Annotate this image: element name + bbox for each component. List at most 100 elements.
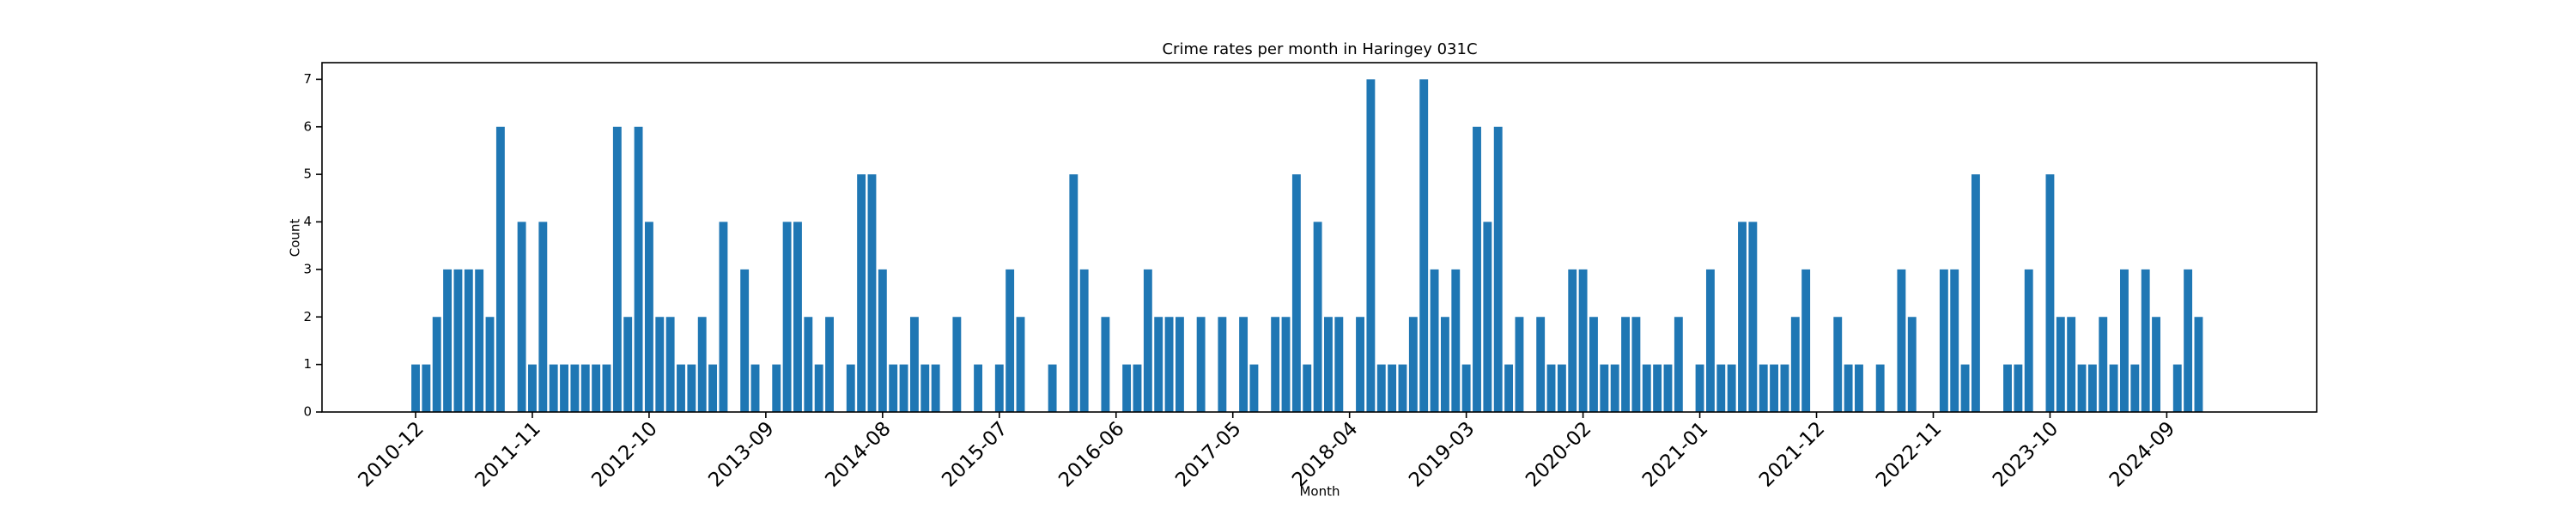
x-tick-label: 2023-10 [1989, 417, 2063, 491]
x-tick-label: 2021-01 [1638, 417, 1712, 491]
bar [1897, 269, 1906, 412]
bar [1695, 364, 1704, 412]
bar [1143, 269, 1152, 412]
bar [1568, 269, 1577, 412]
bar [1196, 317, 1206, 412]
bar [1950, 269, 1959, 412]
bar [740, 269, 750, 412]
y-axis-label: Count [288, 219, 303, 258]
x-tick-label: 2012-10 [587, 417, 661, 491]
x-axis-label: Month [1299, 484, 1340, 500]
bar [2056, 317, 2065, 412]
chart-title: Crime rates per month in Haringey 031C [1162, 40, 1477, 58]
y-tick-label: 0 [303, 404, 312, 420]
bar [623, 317, 633, 412]
bar [1388, 364, 1397, 412]
bar [750, 364, 760, 412]
bar [2109, 364, 2118, 412]
bar [422, 364, 431, 412]
bar [1079, 269, 1089, 412]
bar [1356, 317, 1364, 412]
bar [1473, 126, 1481, 412]
bar [1631, 317, 1641, 412]
bar [1504, 364, 1514, 412]
bar [1249, 364, 1259, 412]
bar [1855, 364, 1863, 412]
y-tick-label: 5 [303, 167, 312, 182]
bar [1727, 364, 1736, 412]
bar [1016, 317, 1025, 412]
bar [1005, 269, 1015, 412]
y-tick-label: 2 [303, 309, 312, 324]
bar [1303, 364, 1312, 412]
x-tick-label: 2017-05 [1171, 417, 1245, 491]
x-tick-label: 2018-04 [1288, 417, 1362, 491]
bar [495, 126, 505, 412]
bar [602, 364, 611, 412]
bar [1122, 364, 1132, 412]
bar [677, 364, 685, 412]
bar [1705, 269, 1715, 412]
bar [974, 364, 983, 412]
bar [432, 317, 441, 412]
bar [719, 221, 728, 412]
bar [687, 364, 696, 412]
bar [889, 364, 898, 412]
y-tick-label: 1 [303, 356, 312, 372]
bar [2194, 317, 2203, 412]
bar [1408, 317, 1418, 412]
bar [1154, 317, 1163, 412]
bar [1281, 317, 1291, 412]
y-tick-label: 4 [303, 214, 312, 229]
bar [1515, 317, 1524, 412]
bar [1748, 221, 1758, 412]
bar [878, 269, 887, 412]
bar [1218, 317, 1227, 412]
x-tick-label: 2021-12 [1755, 417, 1829, 491]
bar [1653, 364, 1662, 412]
bar [1780, 364, 1789, 412]
bar [867, 174, 877, 412]
bar [644, 221, 653, 412]
bar [2077, 364, 2087, 412]
bar [1291, 174, 1301, 412]
bar [2141, 269, 2150, 412]
bar [857, 174, 866, 412]
bar [1451, 269, 1461, 412]
x-tick-label: 2022-11 [1872, 417, 1946, 491]
bar [1939, 269, 1948, 412]
x-tick-label: 2011-11 [471, 417, 544, 491]
bar [1663, 364, 1673, 412]
bar [570, 364, 580, 412]
bar [1313, 221, 1322, 412]
y-tick-label: 3 [303, 261, 312, 276]
bar [443, 269, 453, 412]
bar [485, 317, 495, 412]
bar [1430, 269, 1439, 412]
bar [1844, 364, 1853, 412]
bar [665, 317, 675, 412]
x-tick-label: 2010-12 [354, 417, 428, 491]
bar [1875, 364, 1885, 412]
bar [846, 364, 855, 412]
bar [1440, 317, 1449, 412]
bar [1133, 364, 1142, 412]
bar [528, 364, 537, 412]
bar [1069, 174, 1078, 412]
bar [2130, 364, 2140, 412]
bar [580, 364, 590, 412]
bar [899, 364, 908, 412]
bar [772, 364, 781, 412]
bar [814, 364, 823, 412]
bar [1960, 364, 1970, 412]
bar [1493, 126, 1503, 412]
bar [920, 364, 930, 412]
bar [1239, 317, 1249, 412]
bar [517, 221, 526, 412]
bar [2184, 269, 2193, 412]
bar [634, 126, 643, 412]
bar [1175, 317, 1184, 412]
bar [1833, 317, 1843, 412]
